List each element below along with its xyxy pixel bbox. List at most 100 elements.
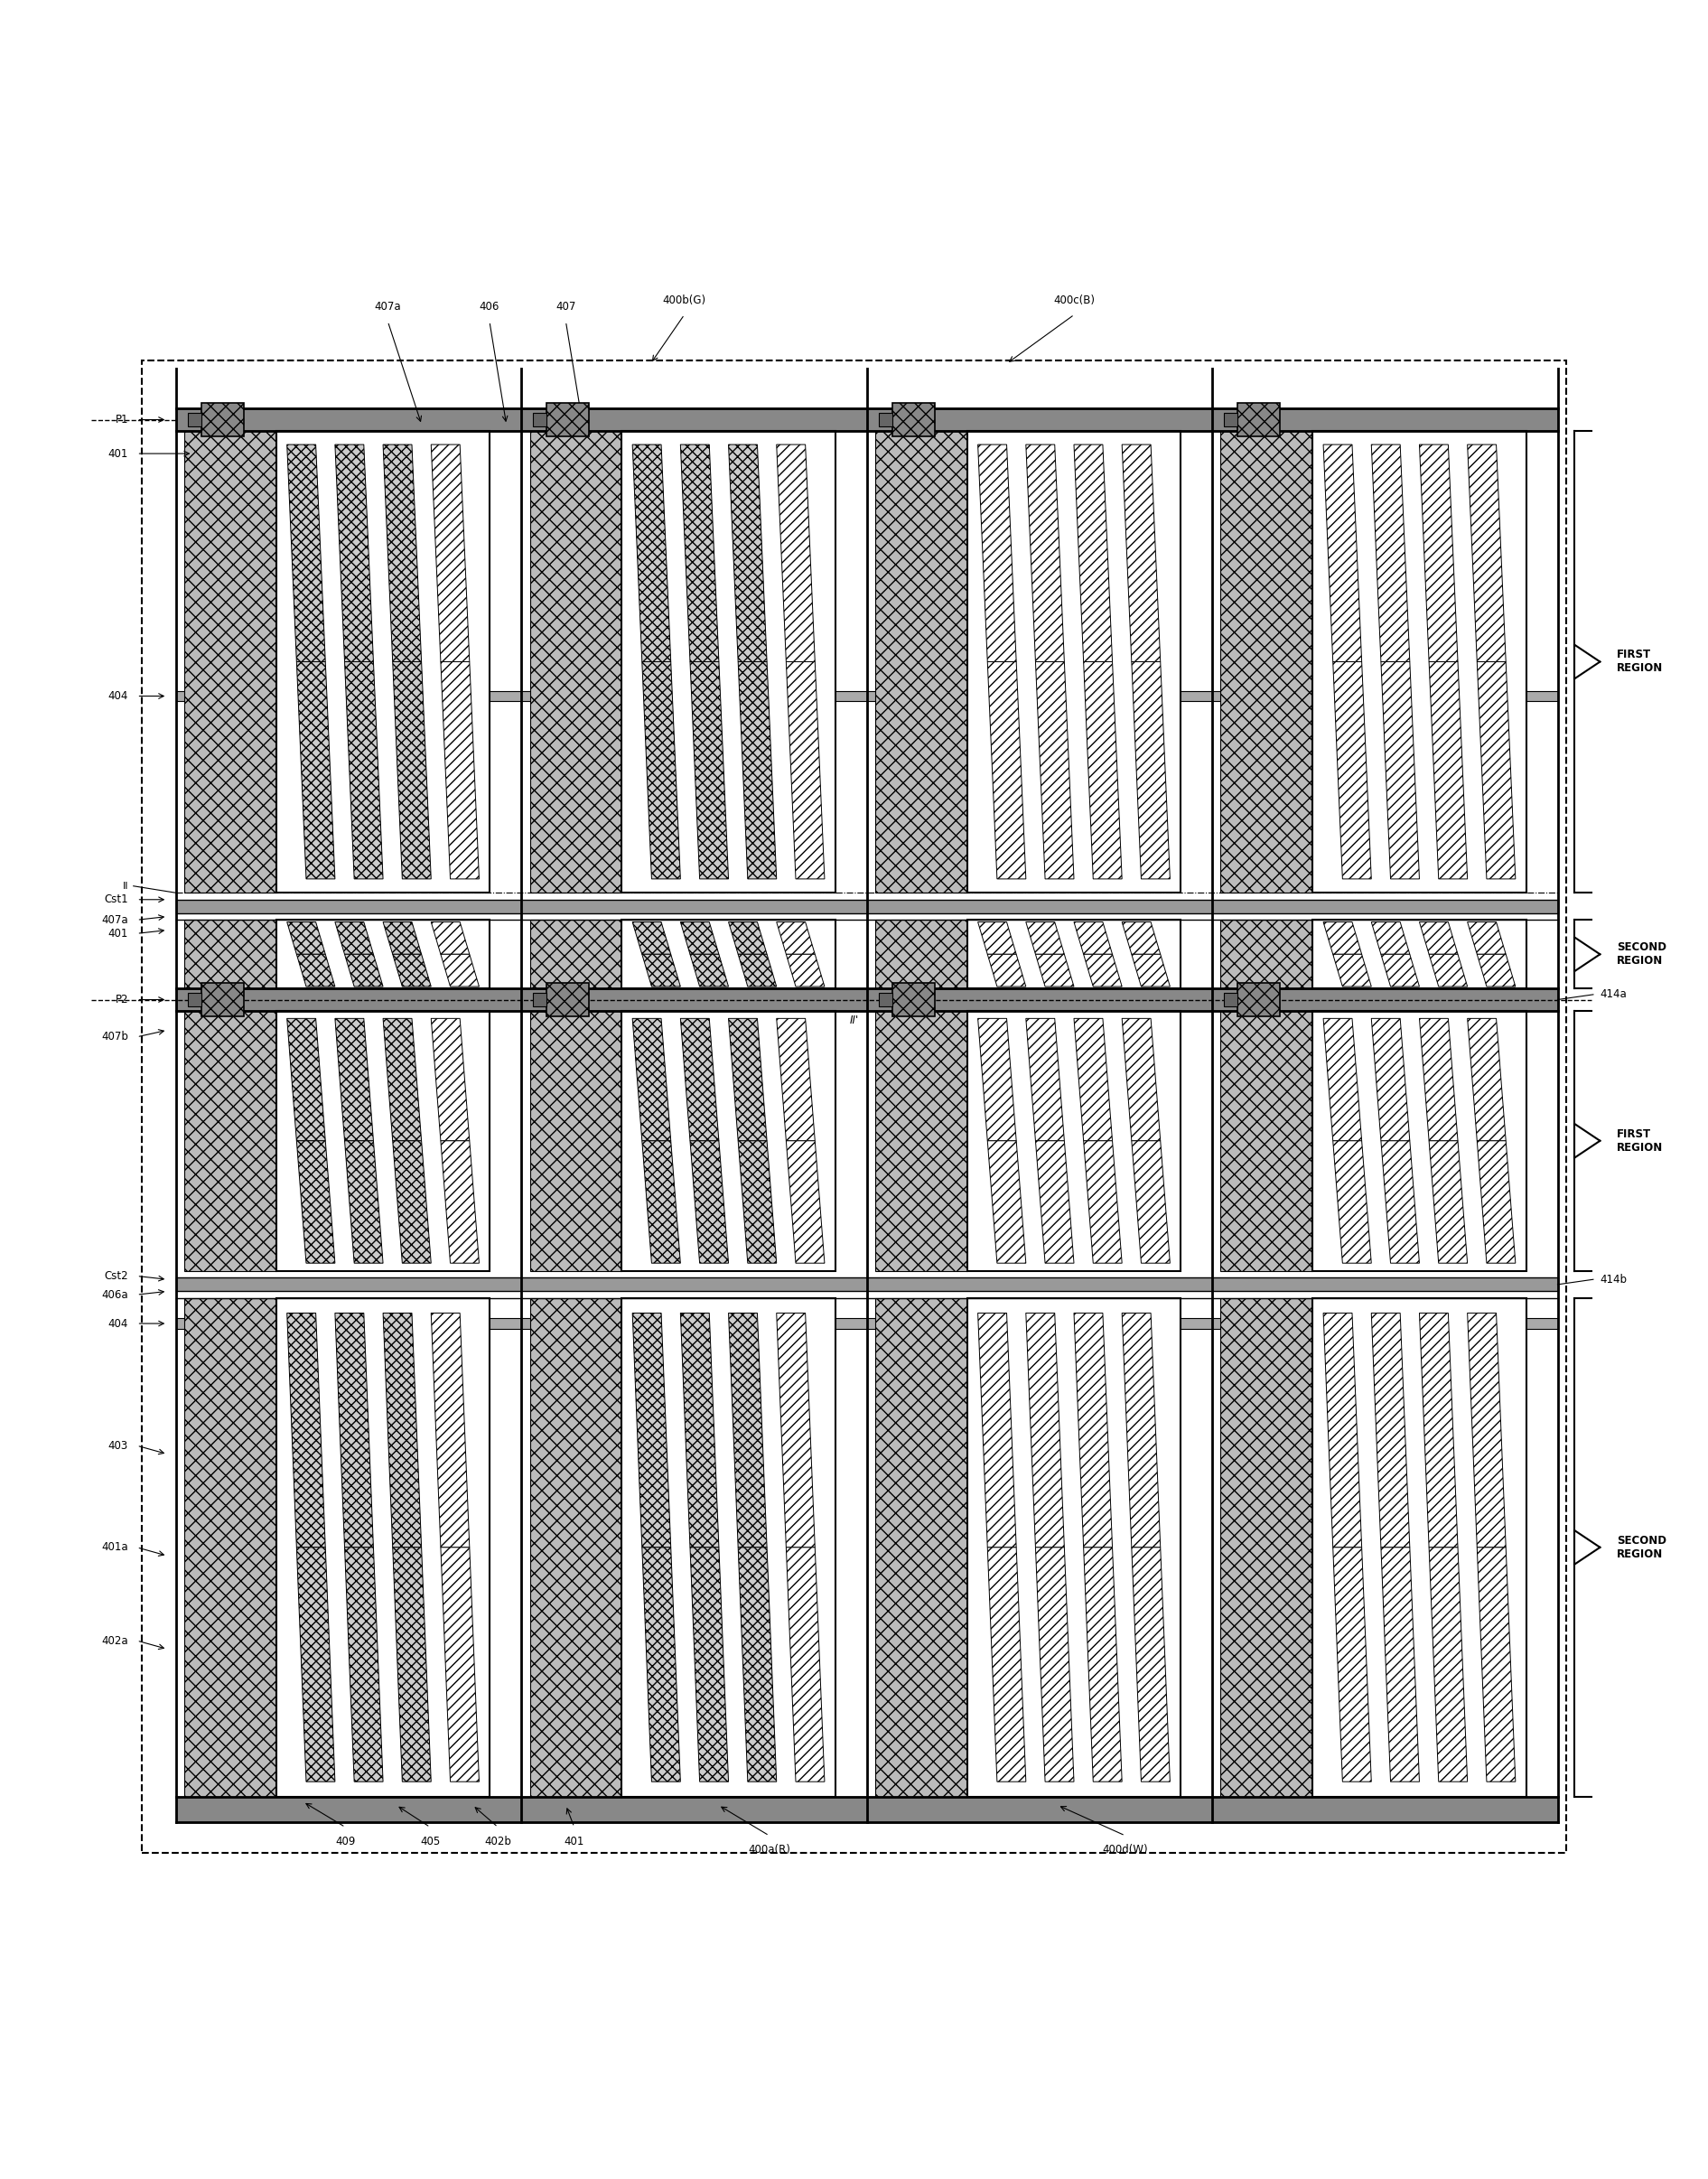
- Polygon shape: [1430, 954, 1467, 987]
- Bar: [1313, 1011, 1527, 1270]
- Bar: [176, 1798, 1558, 1822]
- Polygon shape: [680, 1018, 719, 1142]
- Polygon shape: [441, 1142, 480, 1264]
- Polygon shape: [987, 662, 1027, 878]
- Polygon shape: [1332, 1547, 1372, 1782]
- Polygon shape: [979, 922, 1016, 954]
- Text: Cst2: Cst2: [104, 1270, 128, 1281]
- Polygon shape: [729, 1314, 767, 1547]
- Text: 400c(B): 400c(B): [1054, 294, 1095, 305]
- Bar: [176, 989, 1558, 1011]
- Polygon shape: [430, 445, 470, 662]
- Bar: [1221, 920, 1313, 989]
- Polygon shape: [1372, 1314, 1409, 1547]
- Bar: [874, 431, 967, 893]
- Polygon shape: [1132, 1547, 1170, 1782]
- Polygon shape: [393, 954, 430, 987]
- Text: 406: 406: [480, 301, 499, 314]
- Polygon shape: [1035, 662, 1074, 878]
- Polygon shape: [345, 1547, 383, 1782]
- Polygon shape: [1419, 1018, 1459, 1142]
- Text: 400a(R): 400a(R): [748, 1843, 791, 1857]
- Bar: [529, 920, 622, 989]
- Polygon shape: [297, 662, 335, 878]
- Text: P2: P2: [114, 994, 128, 1005]
- Polygon shape: [430, 1018, 470, 1142]
- Polygon shape: [287, 1018, 326, 1142]
- Polygon shape: [1477, 662, 1515, 878]
- Polygon shape: [1122, 445, 1160, 662]
- Bar: [529, 431, 622, 893]
- Bar: [622, 1299, 835, 1798]
- Polygon shape: [632, 445, 671, 662]
- Bar: [874, 1011, 967, 1270]
- Bar: [176, 410, 1558, 431]
- Polygon shape: [777, 1018, 815, 1142]
- Bar: [529, 1299, 622, 1798]
- Text: 414a: 414a: [1600, 989, 1628, 1000]
- Text: 407a: 407a: [374, 301, 401, 314]
- Bar: [622, 1011, 835, 1270]
- Text: 406a: 406a: [101, 1288, 128, 1301]
- Polygon shape: [1122, 922, 1160, 954]
- Polygon shape: [680, 1314, 719, 1547]
- Polygon shape: [642, 662, 680, 878]
- Bar: [878, 994, 892, 1007]
- Polygon shape: [1027, 445, 1064, 662]
- Polygon shape: [335, 922, 374, 954]
- Polygon shape: [1477, 954, 1515, 987]
- Polygon shape: [680, 445, 719, 662]
- Bar: [202, 403, 244, 436]
- Polygon shape: [1132, 954, 1170, 987]
- Polygon shape: [297, 1142, 335, 1264]
- Text: 409: 409: [335, 1835, 355, 1848]
- Bar: [1238, 983, 1279, 1018]
- Text: II: II: [123, 882, 128, 891]
- Polygon shape: [642, 954, 680, 987]
- Bar: [277, 1299, 490, 1798]
- Bar: [277, 920, 490, 989]
- Polygon shape: [1430, 1142, 1467, 1264]
- Text: 401: 401: [564, 1835, 584, 1848]
- Polygon shape: [1419, 922, 1459, 954]
- Bar: [184, 431, 277, 893]
- Polygon shape: [1083, 1547, 1122, 1782]
- Polygon shape: [1419, 445, 1459, 662]
- Text: 405: 405: [420, 1835, 441, 1848]
- Polygon shape: [1382, 662, 1419, 878]
- Polygon shape: [979, 1314, 1016, 1547]
- Polygon shape: [632, 922, 671, 954]
- Polygon shape: [1122, 1314, 1160, 1547]
- Polygon shape: [1035, 1142, 1074, 1264]
- Text: SECOND
REGION: SECOND REGION: [1617, 941, 1667, 967]
- Polygon shape: [383, 1018, 422, 1142]
- Polygon shape: [632, 1314, 671, 1547]
- Polygon shape: [680, 922, 719, 954]
- Bar: [1221, 431, 1313, 893]
- Text: 400b(G): 400b(G): [663, 294, 705, 305]
- Bar: [547, 403, 589, 436]
- Bar: [878, 412, 892, 427]
- Polygon shape: [729, 1018, 767, 1142]
- Bar: [529, 1011, 622, 1270]
- Text: 407a: 407a: [101, 913, 128, 926]
- Polygon shape: [1074, 445, 1112, 662]
- Polygon shape: [430, 922, 470, 954]
- Polygon shape: [1083, 662, 1122, 878]
- Polygon shape: [383, 1314, 422, 1547]
- Bar: [184, 1299, 277, 1798]
- Polygon shape: [979, 445, 1016, 662]
- Text: 402b: 402b: [485, 1835, 511, 1848]
- Polygon shape: [383, 445, 422, 662]
- Polygon shape: [297, 1547, 335, 1782]
- Polygon shape: [393, 1142, 430, 1264]
- Polygon shape: [1324, 445, 1361, 662]
- Text: 404: 404: [108, 1318, 128, 1329]
- Polygon shape: [777, 445, 815, 662]
- Polygon shape: [1035, 954, 1074, 987]
- Polygon shape: [729, 445, 767, 662]
- Polygon shape: [1132, 662, 1170, 878]
- Polygon shape: [1419, 1314, 1459, 1547]
- Polygon shape: [441, 954, 480, 987]
- Bar: [967, 1299, 1180, 1798]
